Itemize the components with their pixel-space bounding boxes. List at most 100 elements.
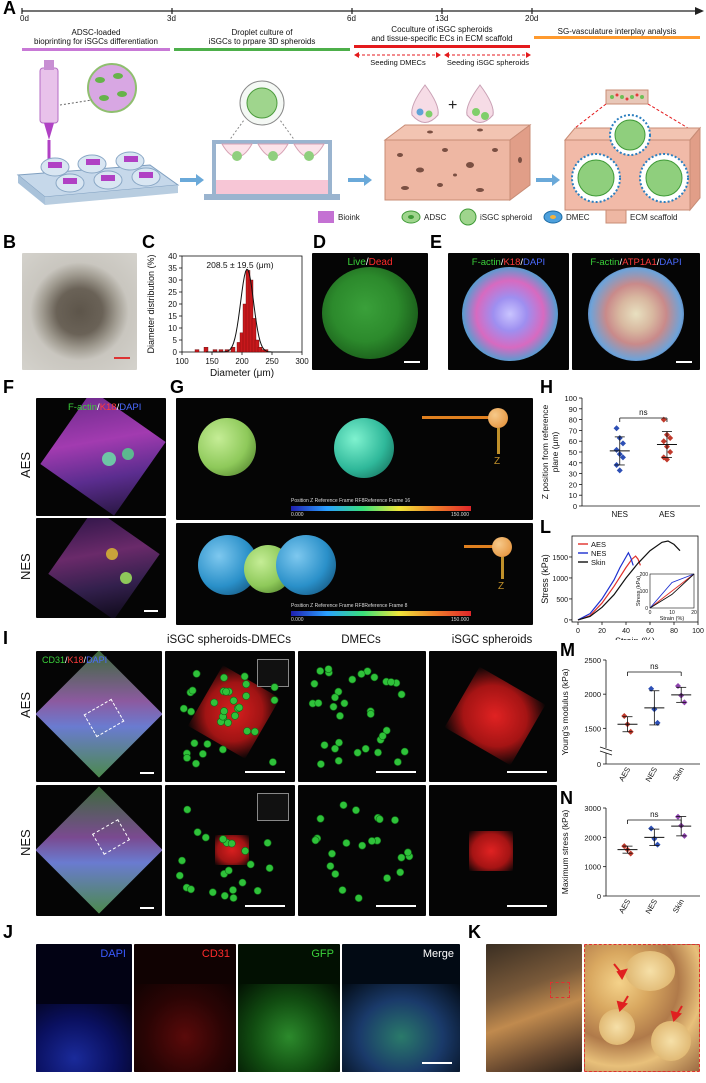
l-xtick-label: 100: [692, 628, 704, 635]
c-bar: [251, 318, 257, 353]
m-plot-point: [654, 719, 661, 726]
i-dmec-sphere: [338, 886, 347, 894]
j-dapi-image: DAPI: [36, 944, 132, 1072]
i-dmec-sphere: [192, 669, 201, 678]
i-dmec-sphere: [352, 806, 360, 815]
i-dmec-sphere: [354, 894, 363, 902]
m-plot-point: [648, 685, 655, 692]
c-ytick-label: 15: [168, 312, 177, 321]
stain-k18: K18: [503, 257, 521, 268]
panel-f-nes-image: [36, 518, 166, 618]
m-plot-ns-label: ns: [650, 662, 658, 671]
h-plot-point: [613, 425, 620, 432]
m-plot-ytick-label: 2500: [584, 656, 601, 665]
panel-label-e: E: [430, 232, 443, 252]
j-gfp-image: GFP: [238, 944, 340, 1072]
m-axis-break: [600, 748, 612, 753]
i-dmec-sphere: [334, 687, 343, 696]
l-inset-xtick-label: 0: [649, 610, 652, 616]
h-plot-ylabel: Z position from reference: [540, 404, 550, 499]
i-dmec-sphere: [178, 856, 186, 865]
i-dmec-sphere: [190, 739, 199, 748]
g-colorbar-max-2: 150.000: [451, 617, 470, 623]
i-dmec-sphere: [183, 805, 192, 814]
i-dmec-sphere: [366, 710, 375, 718]
live-label: Live: [347, 257, 366, 268]
factin-atp1a1-dapi-image: F-actin/ATP1A1/DAPI: [572, 253, 700, 370]
i-dmec-sphere: [229, 894, 238, 902]
i-dmec-sphere: [367, 837, 376, 845]
i-dmec-sphere: [231, 711, 239, 720]
panel-c-histogram: 0 5 10 15 20 25 30 35 40 100 150 200 250 300 208.5 ± 1…: [146, 252, 309, 378]
m-break-line: [599, 750, 613, 756]
c-bar: [254, 339, 260, 353]
c-bar: [248, 279, 254, 353]
m-break-line: [599, 746, 613, 752]
m-plot-category: Skin: [671, 766, 686, 783]
l-xtick-label: 80: [670, 628, 678, 635]
h-plot-category: NES: [612, 510, 628, 518]
i-dmec-sphere: [329, 702, 338, 711]
h-plot-ytick-label: 10: [569, 491, 577, 500]
n-plot-point: [654, 841, 661, 848]
i-dmec-sphere: [220, 707, 228, 716]
l-ytick-label: 500: [556, 597, 568, 604]
i-dmec-sphere: [229, 696, 238, 705]
i-dmec-sphere: [391, 816, 399, 824]
c-ytick-label: 40: [168, 252, 177, 261]
h-plot-point: [667, 434, 674, 441]
i-dmec-sphere: [314, 699, 323, 707]
panel-m-youngs-modulus: 0 1500 2000 2500 AES NES Skin ns Young's modulus…: [560, 656, 700, 784]
i-dmec-sphere: [326, 862, 335, 870]
c-bar: [230, 346, 236, 353]
legend-ecm-scaffold: ECM scaffold: [630, 213, 678, 222]
legend-dmec: DMEC: [566, 213, 590, 222]
c-xtick-label: 300: [295, 357, 309, 366]
h-plot-ytick-label: 50: [569, 448, 577, 457]
i-dmec-sphere: [269, 758, 277, 766]
i-dmec-sphere: [187, 885, 195, 894]
row-label-nes-i: NES: [18, 829, 33, 856]
i-dmec-sphere: [242, 680, 251, 689]
l-legend-label: Skin: [591, 558, 606, 567]
i-dmec-sphere: [400, 747, 409, 756]
stain-dapi: DAPI: [523, 257, 546, 268]
h-plot-category: AES: [659, 510, 675, 518]
h-plot-ytick-label: 70: [569, 426, 577, 435]
c-ylabel: Diameter distribution (%): [146, 254, 156, 353]
i-dmec-sphere: [358, 841, 367, 850]
l-series-line: [577, 555, 641, 621]
i-dmec-sphere: [201, 833, 210, 842]
c-ytick-label: 25: [168, 288, 177, 297]
m-plot-category: NES: [644, 766, 660, 784]
panel-label-n: N: [560, 788, 573, 808]
h-plot-point: [613, 446, 620, 453]
l-xtick-label: 40: [622, 628, 630, 635]
g-colorbar-title-1: Position Z Reference Frame RF8Reference …: [291, 498, 411, 504]
i-dmec-sphere: [251, 727, 259, 736]
stain-dapi-f: DAPI: [119, 402, 142, 413]
i-dmec-sphere: [378, 732, 387, 740]
i-dmec-sphere: [270, 683, 279, 692]
l-inset-xtick-label: 10: [669, 610, 675, 616]
h-plot-ytick-label: 90: [569, 405, 577, 414]
seeding-dmecs-label: Seeding DMECs: [370, 58, 426, 67]
i-col-title-1: iSGC spheroids-DMECs: [167, 634, 291, 646]
stage-4-label: SG-vasculature interplay analysis: [557, 27, 677, 36]
i-dmec-sphere: [179, 704, 188, 713]
j-label-cd31: CD31: [201, 948, 230, 960]
i-dmec-sphere: [316, 667, 325, 675]
i-dmec-sphere: [375, 815, 384, 824]
l-inset-xlabel: Strain (%): [660, 616, 685, 622]
i-dmec-sphere: [336, 712, 344, 720]
m-plot-category: AES: [617, 766, 632, 784]
j-cd31-image: CD31: [134, 944, 236, 1072]
stain-dapi-2: DAPI: [659, 257, 682, 268]
c-bar: [203, 346, 209, 353]
svg-text:+: +: [448, 97, 457, 114]
l-ytick-label: 1500: [552, 555, 568, 562]
stain-k18-f: K18: [99, 402, 117, 413]
stain-cd31-i: CD31: [42, 655, 66, 665]
h-plot-point: [619, 454, 626, 461]
day-0-label: 0d: [20, 14, 29, 23]
